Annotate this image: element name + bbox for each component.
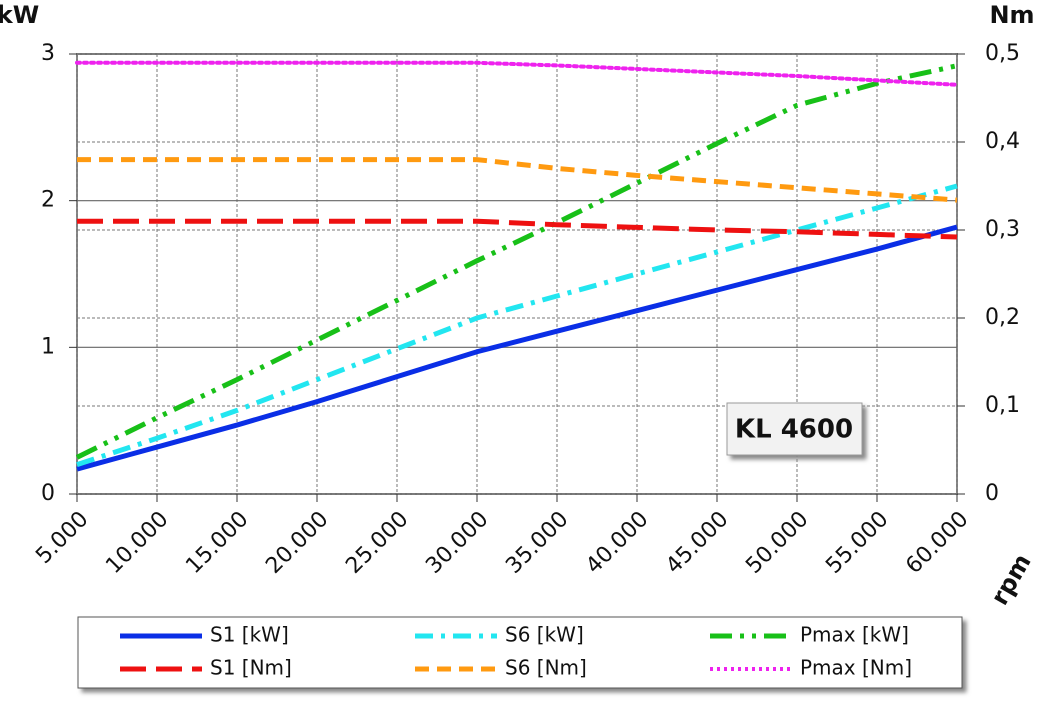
- x-tick-label: 35.000: [501, 507, 573, 579]
- x-tick-label: 55.000: [821, 507, 893, 579]
- legend-label: Pmax [kW]: [800, 623, 909, 647]
- y2-tick-label: 0,5: [985, 41, 1020, 66]
- x-tick-label: 50.000: [741, 507, 813, 579]
- annotation: KL 4600: [735, 415, 853, 445]
- x-tick-label: 30.000: [421, 507, 493, 579]
- series-line: [77, 157, 958, 203]
- y2-tick-label: 0,3: [985, 217, 1020, 242]
- y-tick-label: 0: [41, 481, 55, 506]
- x-tick-label: 5.000: [31, 507, 93, 569]
- legend-label: S6 [kW]: [505, 623, 584, 647]
- x-tick-label: 45.000: [661, 507, 733, 579]
- y-axis-label: kW: [0, 1, 39, 29]
- legend-label: S6 [Nm]: [505, 656, 587, 680]
- legend-label: Pmax [Nm]: [800, 656, 912, 680]
- legend-label: S1 [kW]: [210, 623, 289, 647]
- x-tick-label: 40.000: [581, 507, 653, 579]
- series-line: [77, 218, 958, 240]
- x-tick-label: 10.000: [101, 507, 173, 579]
- y-tick-label: 3: [41, 41, 55, 66]
- x-tick-label: 15.000: [181, 507, 253, 579]
- y2-tick-label: 0,1: [985, 393, 1020, 418]
- series-line: [75, 60, 959, 87]
- series-line: [76, 224, 958, 472]
- series-line: [75, 63, 958, 460]
- series-line: [76, 183, 958, 468]
- x-tick-label: 25.000: [341, 507, 413, 579]
- y2-tick-label: 0,4: [985, 129, 1020, 154]
- x-tick-label: 20.000: [261, 507, 333, 579]
- x-tick-label: 60.000: [901, 507, 973, 579]
- legend: [77, 616, 963, 689]
- y-tick-label: 2: [41, 188, 55, 213]
- y2-tick-label: 0,2: [985, 305, 1020, 330]
- x-axis-label: rpm: [986, 549, 1037, 610]
- annotation-box: [726, 402, 863, 456]
- y2-axis-label: Nm: [989, 1, 1034, 29]
- y-tick-label: 1: [41, 334, 55, 359]
- y2-tick-label: 0: [985, 481, 999, 506]
- legend-label: S1 [Nm]: [210, 656, 292, 680]
